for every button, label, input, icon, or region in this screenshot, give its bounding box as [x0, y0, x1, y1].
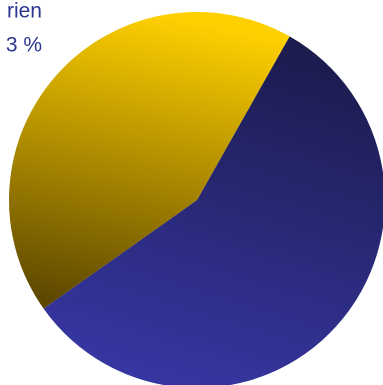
pie-slice: [8, 11, 290, 309]
slice-label: rien: [7, 0, 42, 23]
pie-slice: [43, 36, 383, 385]
slice-label: 3 %: [6, 34, 42, 57]
pie: [8, 11, 383, 385]
